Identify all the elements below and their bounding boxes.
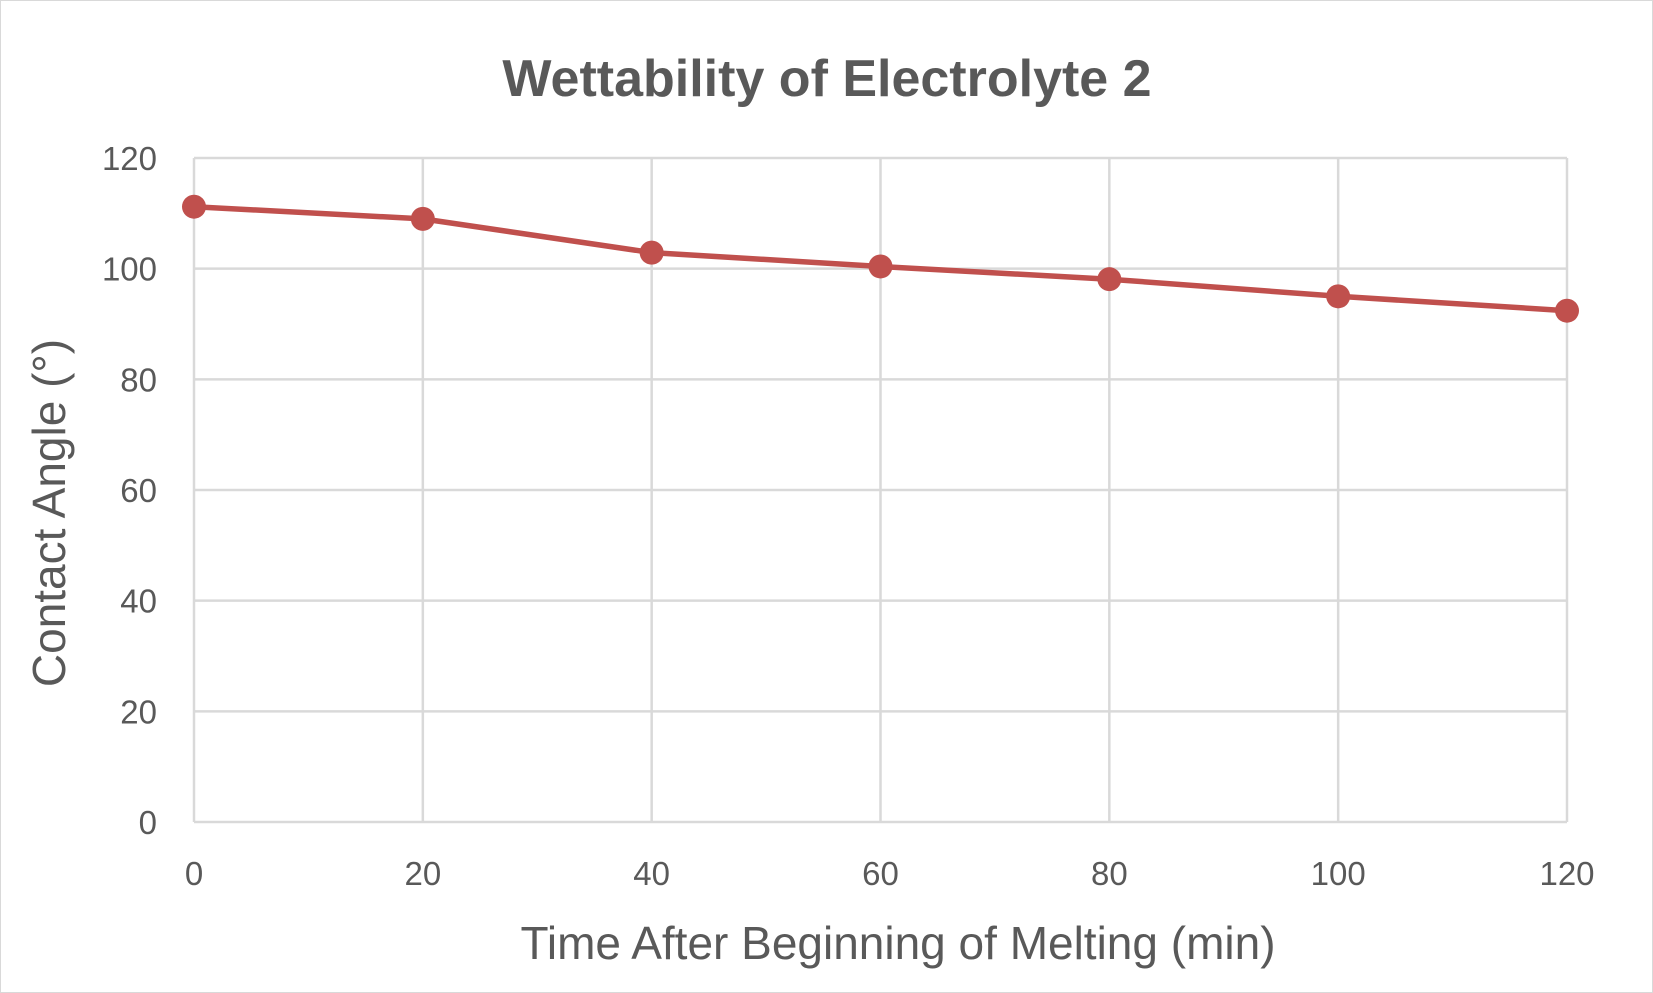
x-tick-label: 0 [185,855,203,892]
x-tick-label: 80 [1091,855,1128,892]
data-point [410,206,435,231]
x-tick-label: 40 [633,855,670,892]
y-tick-label: 100 [102,251,157,288]
series-layer [182,194,1579,323]
data-point [1097,267,1122,292]
data-point [182,194,206,219]
x-tick-label: 120 [1539,855,1594,892]
y-tick-label: 40 [120,583,157,620]
x-tick-label: 20 [404,855,441,892]
data-point [1326,284,1351,309]
y-tick-label: 20 [120,693,157,730]
chart-title: Wettability of Electrolyte 2 [502,50,1151,108]
y-axis-title: Contact Angle (°) [23,339,75,687]
y-tick-label: 60 [120,472,157,509]
y-tick-label: 120 [102,140,157,177]
data-point [639,240,664,265]
tick-labels: 0 20 40 60 80 100 120 0 20 40 60 80 100 120 [102,140,1595,892]
x-tick-label: 60 [862,855,899,892]
y-tick-label: 80 [120,361,157,398]
x-axis-title: Time After Beginning of Melting (min) [520,917,1275,969]
y-tick-label: 0 [139,804,157,841]
x-tick-label: 100 [1311,855,1366,892]
data-point [868,254,893,279]
data-point [1555,298,1579,323]
